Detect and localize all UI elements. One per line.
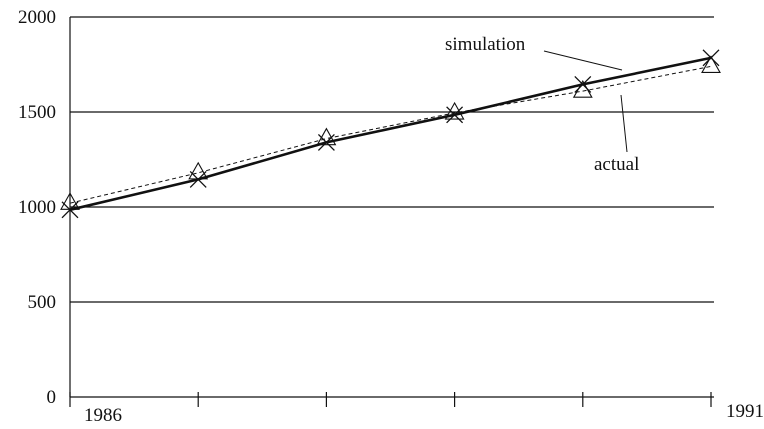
point-actual: [572, 80, 593, 98]
series-line-actual: [69, 65, 712, 204]
simulation-annotation-leader: [543, 50, 623, 71]
point-simulation: [189, 170, 207, 188]
point-actual: [444, 101, 465, 120]
series-lines: [69, 56, 712, 212]
point-actual: [316, 127, 337, 146]
y-tick-labels: 0 500 1000 1500 2000: [18, 7, 56, 408]
point-simulation: [702, 49, 720, 67]
point-actual: [188, 161, 209, 180]
x-ticks: 1986 1991: [69, 392, 764, 426]
simulation-annotation-label: simulation: [445, 34, 526, 55]
point-simulation: [61, 201, 79, 219]
series-line-simulation: [69, 56, 712, 212]
y-tick-label: 1500: [18, 102, 56, 123]
axes: [69, 17, 714, 398]
y-tick-label: 0: [47, 387, 57, 408]
y-tick-label: 1000: [18, 197, 56, 218]
actual-annotation-label: actual: [594, 154, 639, 175]
y-tick-label: 2000: [18, 7, 56, 28]
actual-annotation-leader: [620, 94, 628, 153]
x-tick-label: 1991: [726, 401, 764, 422]
gridlines: [70, 16, 714, 303]
y-tick-label: 500: [28, 292, 57, 313]
point-simulation: [446, 106, 464, 124]
series-markers: [60, 49, 721, 219]
point-actual: [701, 55, 721, 74]
series-annotations: simulation actual: [445, 34, 639, 175]
point-actual: [60, 192, 80, 210]
x-tick-label: 1986: [84, 405, 122, 426]
